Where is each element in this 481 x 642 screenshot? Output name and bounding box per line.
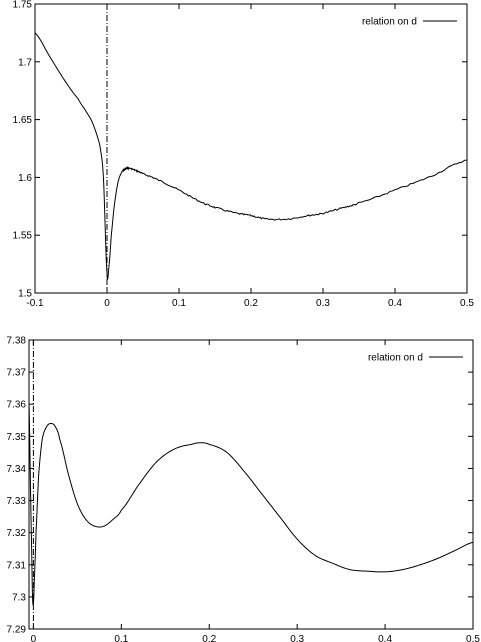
bottom-y-tick-label: 7.29: [7, 625, 27, 636]
bottom-legend-label: relation on d: [368, 353, 423, 364]
top-chart: -0.1 0 0.1 0.2 0.3 0.4 0.5 1.5 1.55 1.6 1.65 1.7 1.7…: [13, 0, 475, 309]
bottom-x-tick-label: 0.4: [378, 634, 392, 642]
bottom-y-tick-label: 7.3: [12, 592, 26, 603]
bottom-x-tick-label: 0.5: [466, 634, 480, 642]
top-y-tick-label: 1.55: [13, 231, 33, 242]
top-y-tick-label: 1.5: [18, 289, 32, 300]
bottom-x-tick-label: 0.2: [202, 634, 216, 642]
top-y-tick-label: 1.65: [13, 115, 33, 126]
bottom-y-tick-label: 7.36: [7, 400, 27, 411]
bottom-y-tick-label: 7.31: [7, 560, 27, 571]
top-x-tick-label: -0.1: [26, 298, 44, 309]
bottom-series-line: [28, 404, 474, 606]
top-legend-label: relation on d: [362, 17, 417, 28]
top-y-tick-label: 1.7: [18, 57, 32, 68]
top-series-line: [34, 32, 468, 281]
bottom-x-tick-label: 0.3: [290, 634, 304, 642]
bottom-x-tick-label: 0.1: [114, 634, 128, 642]
top-x-tick-label: 0.3: [316, 298, 330, 309]
bottom-y-tick-label: 7.34: [7, 464, 27, 475]
top-x-tick-label: 0.5: [460, 298, 474, 309]
top-x-tick-label: 0: [104, 298, 110, 309]
top-y-tick-label: 1.75: [13, 0, 33, 11]
top-y-tick-label: 1.6: [18, 173, 32, 184]
bottom-y-tick-label: 7.38: [7, 336, 27, 347]
bottom-y-tick-label: 7.35: [7, 432, 27, 443]
bottom-y-tick-label: 7.37: [7, 368, 27, 379]
bottom-chart: 0 0.1 0.2 0.3 0.4 0.5 7.29 7.3 7.31 7.32 7.33 7.34 7…: [7, 336, 481, 642]
bottom-plot-area: 0 0.1 0.2 0.3 0.4 0.5 7.29 7.3 7.31 7.32 7.33 7.34 7…: [7, 336, 481, 642]
top-x-tick-label: 0.2: [244, 298, 258, 309]
bottom-x-tick-label: 0: [31, 634, 37, 642]
bottom-y-tick-label: 7.32: [7, 528, 27, 539]
top-x-tick-label: 0.4: [388, 298, 402, 309]
bottom-y-tick-label: 7.33: [7, 496, 27, 507]
top-plot-area: -0.1 0 0.1 0.2 0.3 0.4 0.5 1.5 1.55 1.6 1.65 1.7 1.7…: [13, 0, 475, 309]
top-x-tick-label: 0.1: [172, 298, 186, 309]
bottom-plot-frame: [28, 339, 474, 630]
